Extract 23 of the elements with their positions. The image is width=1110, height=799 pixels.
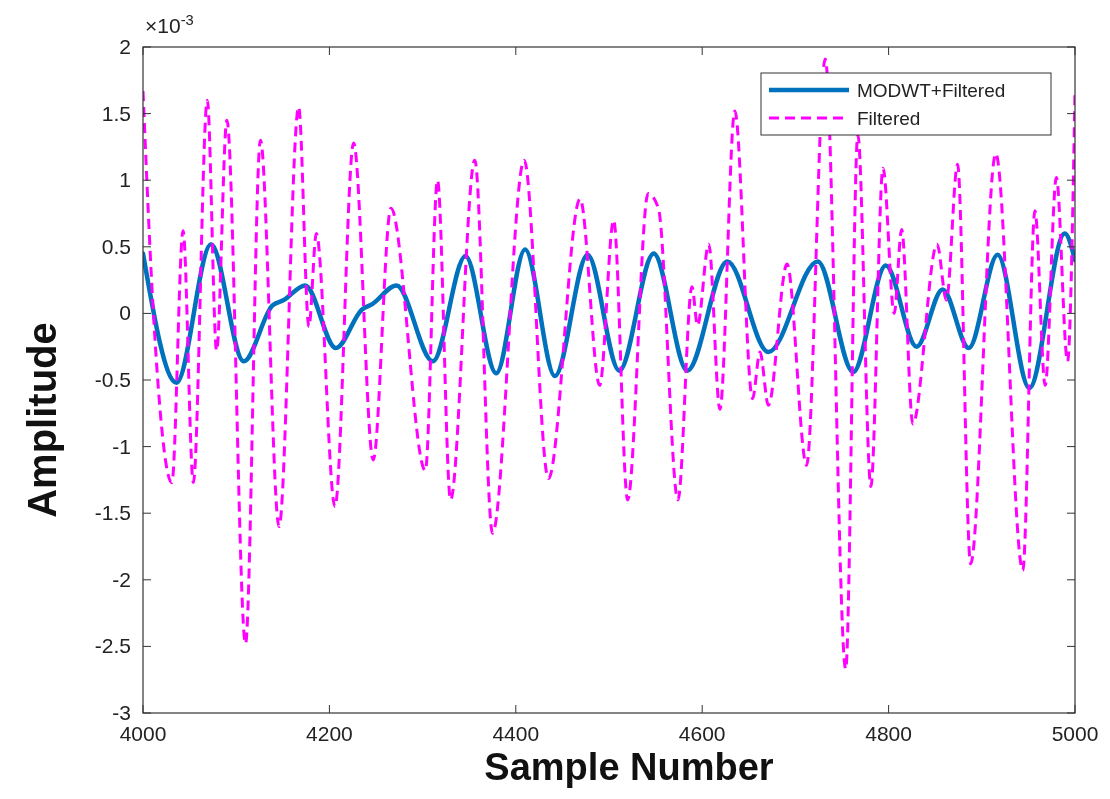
x-tick-label: 4200: [306, 722, 353, 745]
y-tick-label: 1.5: [101, 101, 131, 125]
x-tick-label: 4400: [492, 722, 540, 745]
line-series: [143, 57, 1075, 671]
y-tick-label: -2: [112, 567, 131, 591]
y-tick-label: -0.5: [94, 368, 131, 391]
x-tick-label: 4600: [678, 722, 726, 745]
y-tick-label: 0.5: [101, 234, 131, 258]
legend-label: Filtered: [857, 108, 921, 129]
y-tick-label: 0: [119, 301, 131, 325]
y-tick-label: 1: [119, 168, 131, 192]
legend-label: MODWT+Filtered: [857, 80, 1006, 101]
x-axis-title: Sample Number: [484, 746, 774, 788]
y-tick-label: 2: [119, 35, 131, 58]
text: ×10$^{-3}$: [145, 12, 194, 37]
y-tick-label: -3: [112, 701, 131, 724]
x-tick-label: 4000: [119, 722, 167, 745]
x-tick-label: 5000: [1051, 722, 1099, 745]
y-tick-label: -1: [112, 434, 131, 458]
y-tick-label: -1.5: [94, 501, 131, 525]
y-tick-label: -2.5: [94, 634, 131, 658]
y-axis-title: Amplitude: [20, 322, 64, 518]
x-tick-label: 4800: [865, 722, 912, 745]
